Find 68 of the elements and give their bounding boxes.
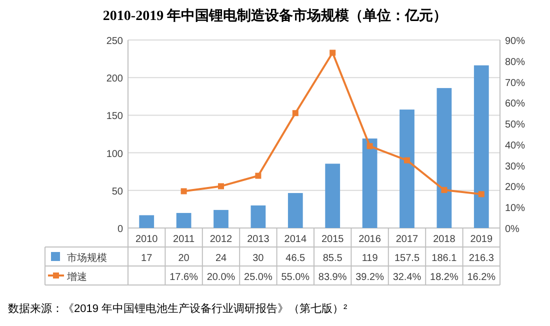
- data-label: 20.0%: [206, 272, 236, 283]
- bar: [176, 212, 192, 228]
- y2-tick-label: 90%: [505, 36, 526, 47]
- point: [366, 143, 373, 150]
- y2-tick-label: 40%: [505, 140, 526, 152]
- x-tick-label: 2018: [433, 234, 456, 245]
- point: [478, 191, 484, 198]
- data-label: 46.5: [286, 253, 306, 264]
- data-label: 186.1: [432, 253, 458, 264]
- bar: [325, 164, 340, 228]
- bar: [436, 88, 452, 228]
- y-tick-label: 100: [106, 148, 124, 160]
- x-tick-label: 2017: [396, 234, 419, 245]
- x-tick-label: 2011: [173, 234, 195, 245]
- point: [180, 188, 187, 194]
- legend-label: 市场规模: [67, 252, 107, 264]
- data-label: 25.0%: [244, 272, 272, 283]
- y-tick-label: 150: [106, 111, 124, 122]
- x-tick-label: 2016: [358, 234, 382, 245]
- y-tick-label: 50: [112, 186, 124, 198]
- bar: [214, 210, 228, 228]
- data-label: 83.9%: [318, 272, 347, 283]
- data-label: 17.6%: [170, 272, 198, 283]
- point: [330, 50, 336, 56]
- y2-tick-label: 60%: [505, 98, 526, 110]
- data-label: 157.5: [394, 253, 420, 264]
- y-tick-label: 0: [117, 224, 124, 235]
- data-label: 16.2%: [467, 272, 496, 283]
- x-tick-label: 2010: [135, 234, 158, 245]
- y2-tick-label: 30%: [505, 161, 526, 172]
- point: [441, 186, 448, 193]
- y2-tick-label: 70%: [505, 78, 526, 89]
- point: [404, 157, 410, 164]
- data-label: 18.2%: [430, 272, 458, 283]
- x-tick-label: 2013: [247, 234, 270, 245]
- data-label: 119: [362, 253, 378, 264]
- y2-tick-label: 50%: [505, 120, 526, 131]
- y-tick-label: 250: [106, 36, 124, 47]
- data-label: 30: [252, 253, 264, 264]
- bar: [400, 110, 414, 228]
- bar: [139, 215, 154, 228]
- data-label: 32.4%: [392, 272, 422, 283]
- bar: [362, 138, 378, 228]
- chart-title: 2010-2019 年中国锂电制造设备市场规模（单位：亿元）: [102, 7, 448, 24]
- data-label: 17: [141, 253, 153, 264]
- legend-label: 增速: [66, 271, 87, 283]
- data-label: 85.5: [322, 253, 343, 264]
- bar: [250, 205, 266, 228]
- data-label: 39.2%: [356, 272, 384, 283]
- y-tick-label: 200: [106, 74, 124, 85]
- point: [292, 110, 298, 116]
- x-tick-label: 2019: [470, 234, 493, 245]
- data-label: 24: [215, 253, 227, 264]
- y2-tick-label: 80%: [505, 56, 526, 68]
- point: [218, 183, 224, 190]
- data-label: 216.3: [468, 253, 494, 264]
- bar: [288, 193, 303, 228]
- data-label: 55.0%: [281, 272, 310, 283]
- x-tick-label: 2015: [321, 234, 344, 245]
- point: [255, 172, 262, 179]
- x-tick-label: 2014: [284, 234, 307, 245]
- x-tick-label: 2012: [210, 234, 233, 245]
- bar: [474, 65, 489, 228]
- data-label: 20: [178, 253, 190, 264]
- y2-tick-label: 20%: [505, 182, 526, 194]
- y2-tick-label: 0%: [505, 224, 520, 235]
- y2-tick-label: 10%: [505, 203, 526, 214]
- source-note: 数据来源：《2019 年中国锂电池生产设备行业调研报告》（第七版）²: [8, 302, 348, 315]
